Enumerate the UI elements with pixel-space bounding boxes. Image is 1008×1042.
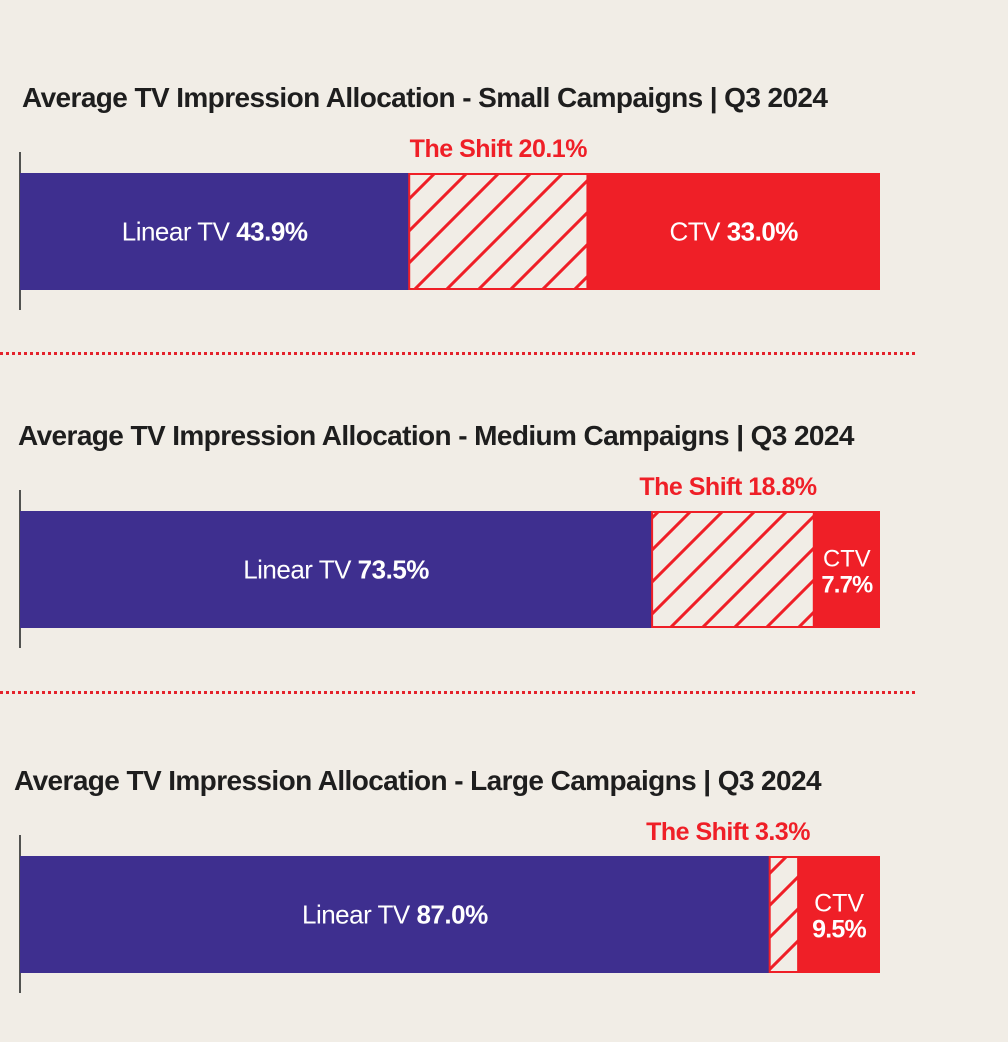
- ctv-label: CTV: [814, 890, 864, 918]
- bar-segment-linear-tv: [20, 511, 653, 628]
- linear-tv-label: Linear TV 73.5%: [243, 555, 429, 585]
- ctv-label: CTV 33.0%: [669, 217, 798, 247]
- ctv-value: 9.5%: [812, 916, 866, 944]
- ctv-label: CTV: [823, 546, 871, 573]
- bar-segment-ctv: [587, 173, 880, 290]
- linear-tv-label: Linear TV 43.9%: [122, 217, 308, 247]
- section-divider: [0, 352, 915, 355]
- chart-panel-medium: Average TV Impression Allocation - Mediu…: [0, 338, 1008, 668]
- section-divider: [0, 691, 915, 694]
- bar-segment-ctv: [813, 511, 880, 628]
- bar-segment-linear-tv: [20, 856, 770, 973]
- the-shift-label: The Shift 18.8%: [639, 473, 817, 501]
- chart-panel-small: Average TV Impression Allocation - Small…: [0, 0, 1008, 330]
- bar-segment-the-shift: [651, 511, 815, 628]
- bar-segment-linear-tv: [20, 173, 410, 290]
- the-shift-label: The Shift 3.3%: [646, 818, 810, 846]
- ctv-value: 7.7%: [821, 572, 873, 599]
- chart-title: Average TV Impression Allocation - Mediu…: [18, 420, 854, 451]
- chart-title: Average TV Impression Allocation - Large…: [14, 765, 822, 796]
- bar-chart-small: Linear TV 43.9% The Shift 20.1% CTV 33.0%: [19, 135, 880, 310]
- the-shift-label: The Shift 20.1%: [410, 135, 588, 163]
- chart-panel-large: Average TV Impression Allocation - Large…: [0, 683, 1008, 1013]
- bar-segment-the-shift: [408, 173, 589, 290]
- chart-title: Average TV Impression Allocation - Small…: [22, 82, 828, 113]
- bar-segment-the-shift: [768, 856, 800, 973]
- bar-segment-ctv: [798, 856, 880, 973]
- linear-tv-label: Linear TV 87.0%: [302, 900, 488, 930]
